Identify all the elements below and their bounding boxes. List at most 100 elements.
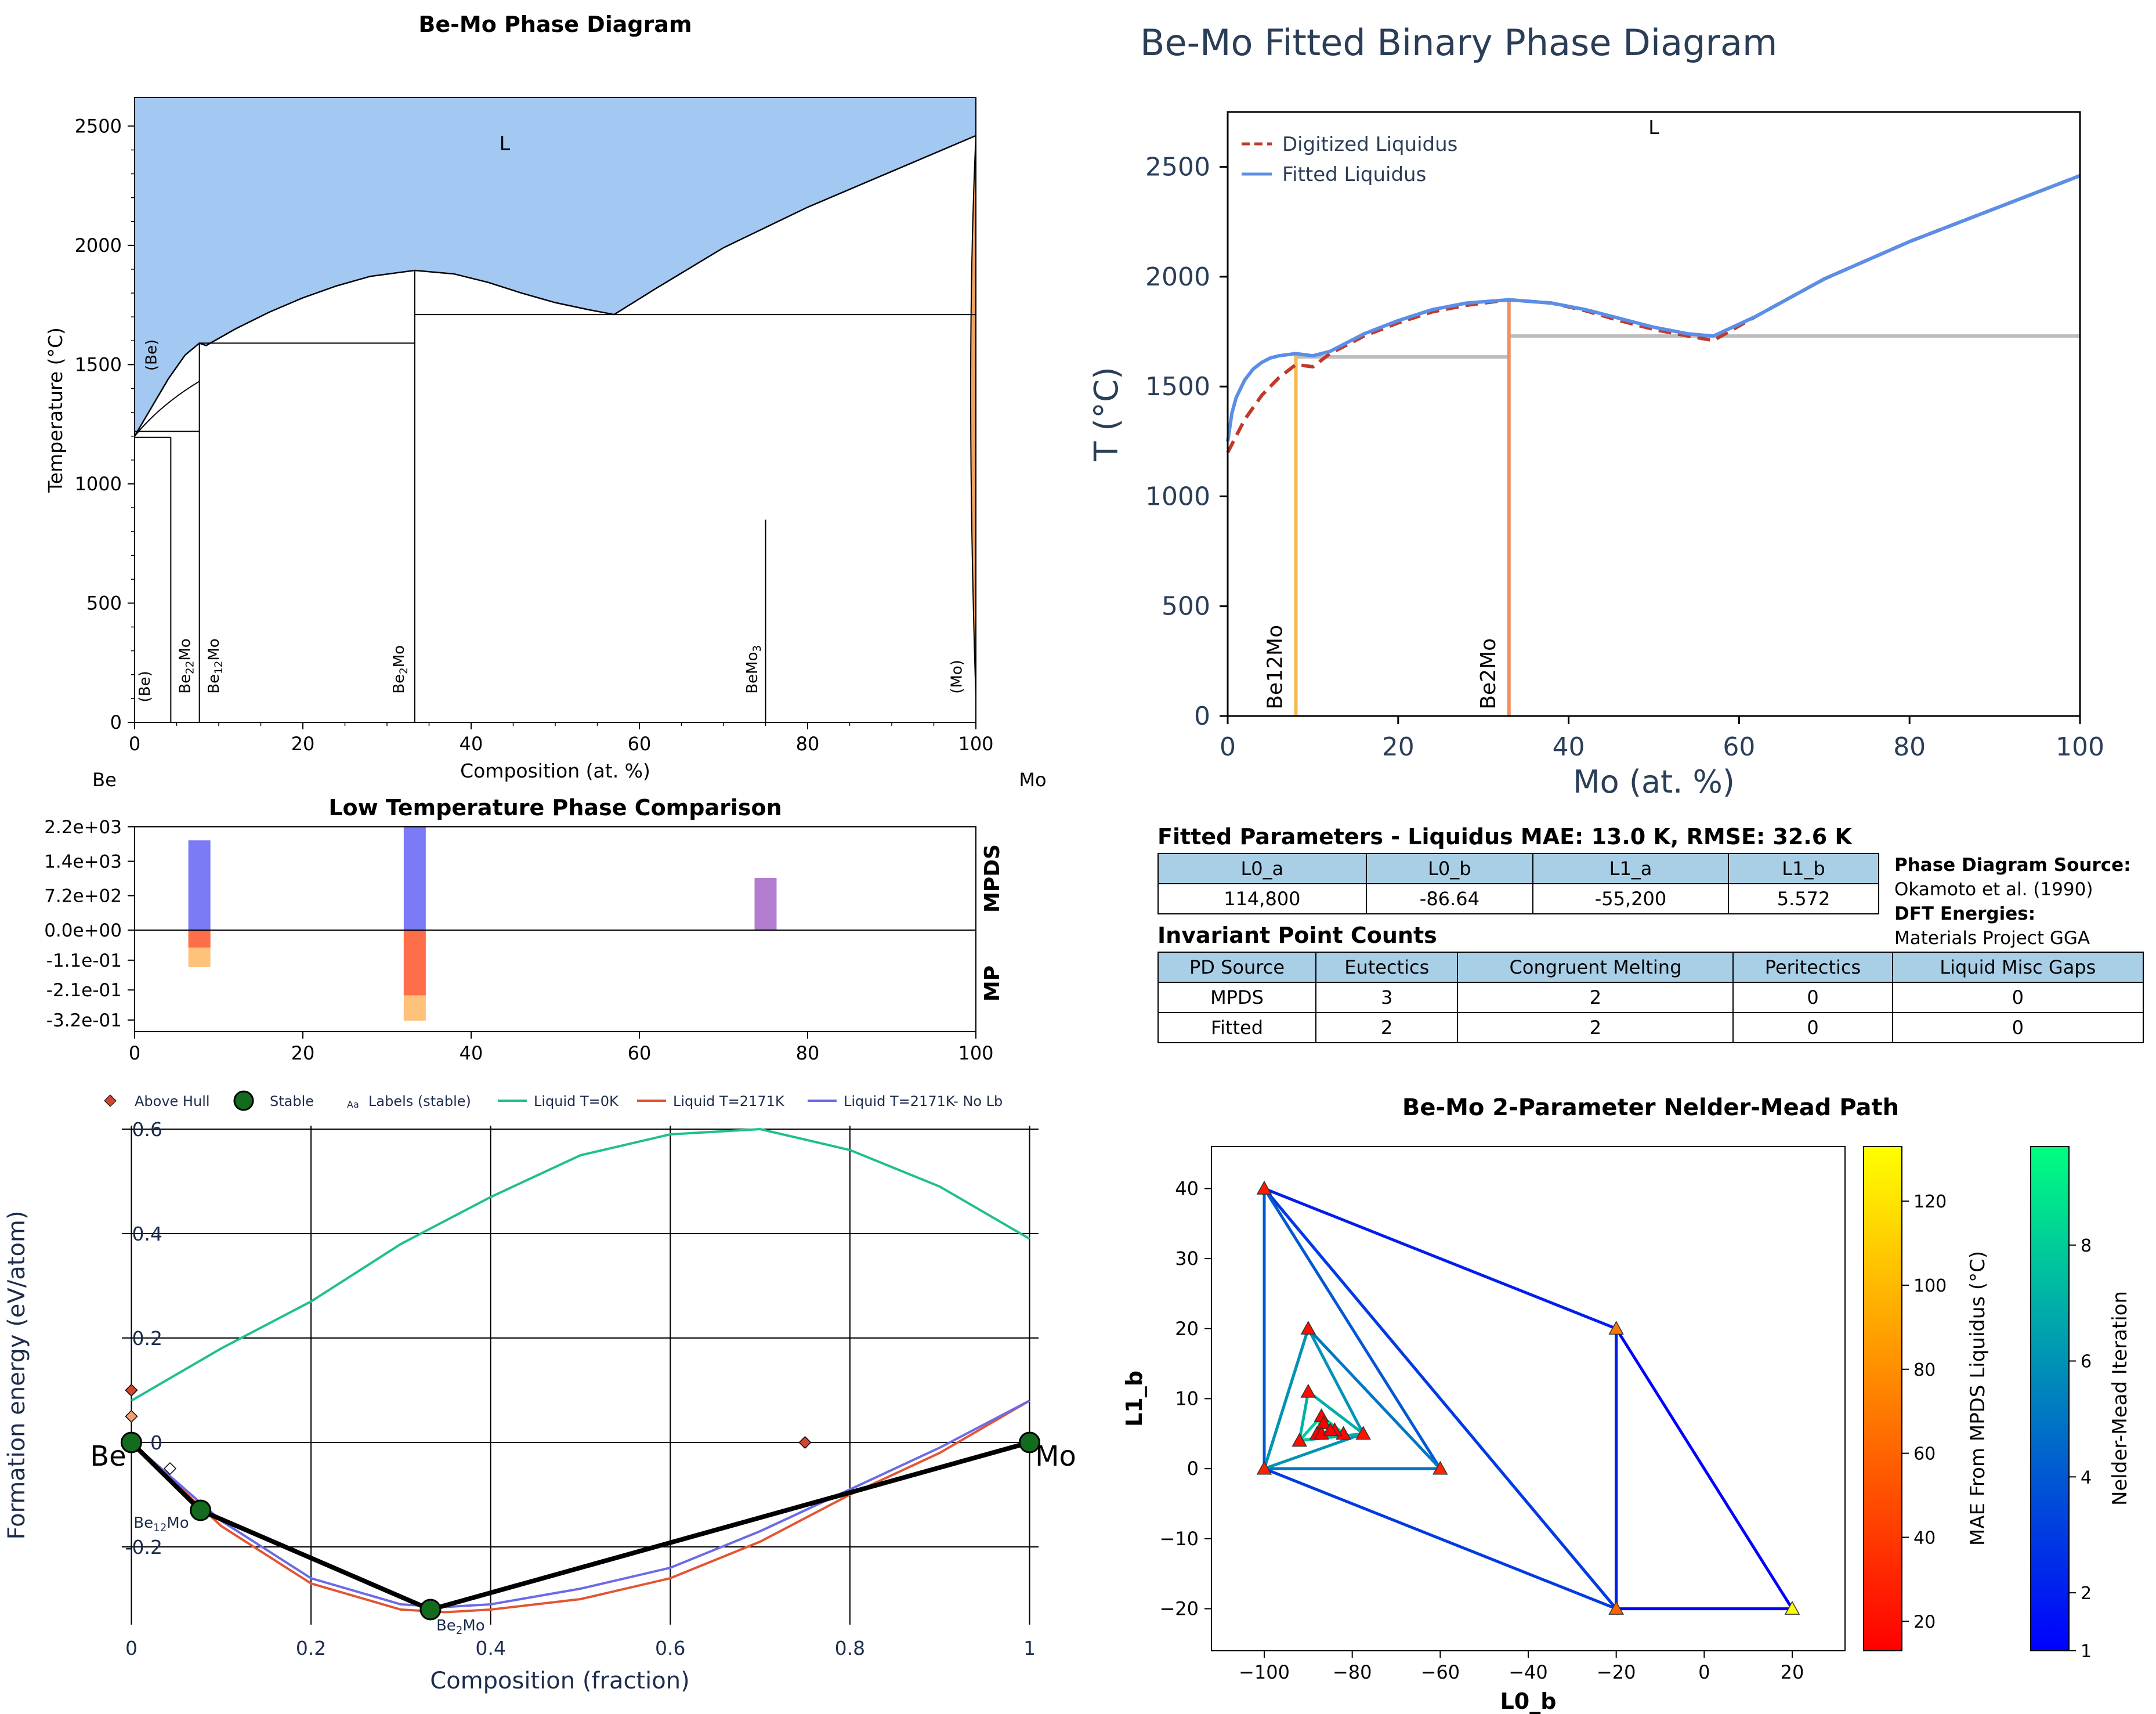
y-tick-label: 20 (1175, 1318, 1199, 1340)
end-label-mo: Mo (1035, 1440, 1076, 1473)
y-tick-label: 1000 (75, 473, 122, 495)
region-label: L (500, 132, 511, 154)
fitted-header-cell: L1_b (1728, 853, 1879, 884)
y-tick-label: 0.2 (132, 1327, 162, 1350)
plot-frame (134, 826, 976, 1032)
x-tick-label: 0 (129, 733, 140, 755)
x-tick-label: 40 (460, 733, 483, 755)
vertex-marker (1784, 1601, 1800, 1615)
x-tick-label: 0 (1698, 1661, 1710, 1683)
source-label: Phase Diagram Source: (1894, 855, 2131, 876)
colorbar-tick-label: 6 (2081, 1352, 2092, 1372)
x-tick-label: 40 (1553, 732, 1585, 762)
invariant-header-cell: Peritectics (1732, 952, 1893, 983)
colorbar-tick-label: 40 (1913, 1528, 1936, 1548)
fitted-value-cell: 114,800 (1157, 883, 1367, 914)
liquid-2171k-line (131, 1400, 1030, 1614)
vertex-marker (1608, 1601, 1624, 1615)
x-tick-label: 0.4 (475, 1637, 505, 1659)
legend-label: Digitized Liquidus (1282, 133, 1457, 156)
y-tick-label: 1500 (75, 353, 122, 375)
compound-label: Be12Mo (1264, 625, 1287, 710)
y-tick-label: 500 (86, 592, 122, 614)
y-tick-label: 500 (1162, 592, 1210, 621)
x-tick-label: 20 (1781, 1661, 1804, 1683)
compound-label: Be2Mo (1477, 638, 1500, 710)
x-tick-label: 80 (796, 1042, 820, 1064)
x-axis-label: Composition (at. %) (460, 760, 650, 782)
vertex-marker (1292, 1433, 1307, 1447)
mpds-bar (403, 826, 426, 931)
x-tick-label: 0 (1220, 732, 1236, 762)
x-axis-label: L0_b (1500, 1688, 1557, 1714)
vertex-marker (1256, 1180, 1272, 1195)
fitted-params-title: Fitted Parameters - Liquidus MAE: 13.0 K… (1157, 824, 1852, 849)
x-tick-label: 100 (958, 1042, 993, 1064)
source-value: Okamoto et al. (1990) (1894, 879, 2093, 900)
mo-solid-region (970, 135, 976, 699)
y-tick-label: 30 (1175, 1247, 1199, 1270)
invariant-cell: 2 (1457, 1012, 1734, 1043)
legend-swatch (104, 1094, 117, 1107)
region-label: BeMo3 (744, 645, 764, 694)
vertex-marker (1300, 1321, 1316, 1335)
x-tick-label: 40 (460, 1042, 483, 1064)
colorbar-tick-label: 80 (1913, 1360, 1936, 1380)
stable-point (1019, 1431, 1041, 1453)
region-label: Be22Mo (177, 638, 197, 693)
mpds-bar (188, 840, 211, 931)
x-tick-label: 20 (291, 733, 315, 755)
vertex-marker (1300, 1383, 1316, 1398)
fitted-params-value-row: 114,800 -86.64 -55,200 5.572 (1157, 883, 1879, 914)
vertex-marker (1432, 1460, 1448, 1475)
y-tick-label: 2500 (1145, 153, 1210, 182)
iteration-colorbar (2030, 1146, 2070, 1651)
vertex-marker (1316, 1415, 1332, 1430)
x-tick-label: −80 (1333, 1661, 1372, 1683)
invariant-cell: 2 (1457, 982, 1734, 1013)
legend-label: Stable (270, 1093, 314, 1109)
fitted-params-header-row: L0_a L0_b L1_a L1_b (1157, 853, 1879, 884)
y-tick-label: -3.2e-01 (46, 1010, 122, 1031)
mpds-bar (754, 878, 777, 931)
colorbar-tick-label: 120 (1913, 1192, 1947, 1212)
invariant-header-cell: PD Source (1157, 952, 1316, 983)
vertex-marker (1608, 1321, 1624, 1335)
invariant-cell: Fitted (1157, 1012, 1316, 1043)
y-tick-label: 0 (150, 1431, 162, 1454)
colorbar-tick-label: 2 (2081, 1583, 2092, 1604)
chart-title: Be-Mo 2-Parameter Nelder-Mead Path (1402, 1094, 1899, 1121)
legend-label: Liquid T=2171K- No Lb (844, 1093, 1003, 1109)
stable-point (120, 1431, 142, 1453)
x-tick-label: 60 (1723, 732, 1755, 762)
liquid-region (135, 97, 976, 436)
x-tick-label: 0 (129, 1042, 140, 1064)
fitted-value-cell: 5.572 (1728, 883, 1879, 914)
fitted-value-cell: -55,200 (1532, 883, 1730, 914)
simplex-triangle (1263, 1327, 1442, 1470)
fitted-liquidus-line (1226, 173, 2081, 442)
legend-swatch: Aa (347, 1099, 359, 1110)
legend-label: Liquid T=0K (534, 1093, 619, 1109)
colorbar-tick-label: 100 (1913, 1276, 1947, 1296)
x-tick-label: 60 (628, 733, 652, 755)
y-tick-label: -2.1e-01 (46, 980, 122, 1001)
invariant-table: PD Source Eutectics Congruent Melting Pe… (1157, 952, 2144, 1043)
x-tick-label: 0 (125, 1637, 138, 1659)
chart-title: Be-Mo Fitted Binary Phase Diagram (1140, 21, 1777, 64)
above-hull-point (798, 1435, 812, 1449)
invariant-cell: MPDS (1157, 982, 1316, 1013)
fitted-header-cell: L0_b (1365, 853, 1533, 884)
vertex-marker (1256, 1460, 1272, 1475)
colorbar-tick-label: 1 (2081, 1641, 2092, 1662)
invariant-cell: 0 (1732, 1012, 1893, 1043)
y-tick-label: −20 (1159, 1598, 1199, 1620)
y-axis-label: Temperature (°C) (44, 327, 67, 493)
y-axis-label: Formation energy (eV/atom) (3, 1211, 30, 1540)
source-info: Phase Diagram Source: Okamoto et al. (19… (1894, 853, 2131, 950)
x-axis-label: Composition (fraction) (430, 1668, 689, 1694)
invariant-header-cell: Liquid Misc Gaps (1891, 952, 2144, 983)
y-tick-label: 2000 (1145, 262, 1210, 292)
x-tick-label: 20 (291, 1042, 315, 1064)
